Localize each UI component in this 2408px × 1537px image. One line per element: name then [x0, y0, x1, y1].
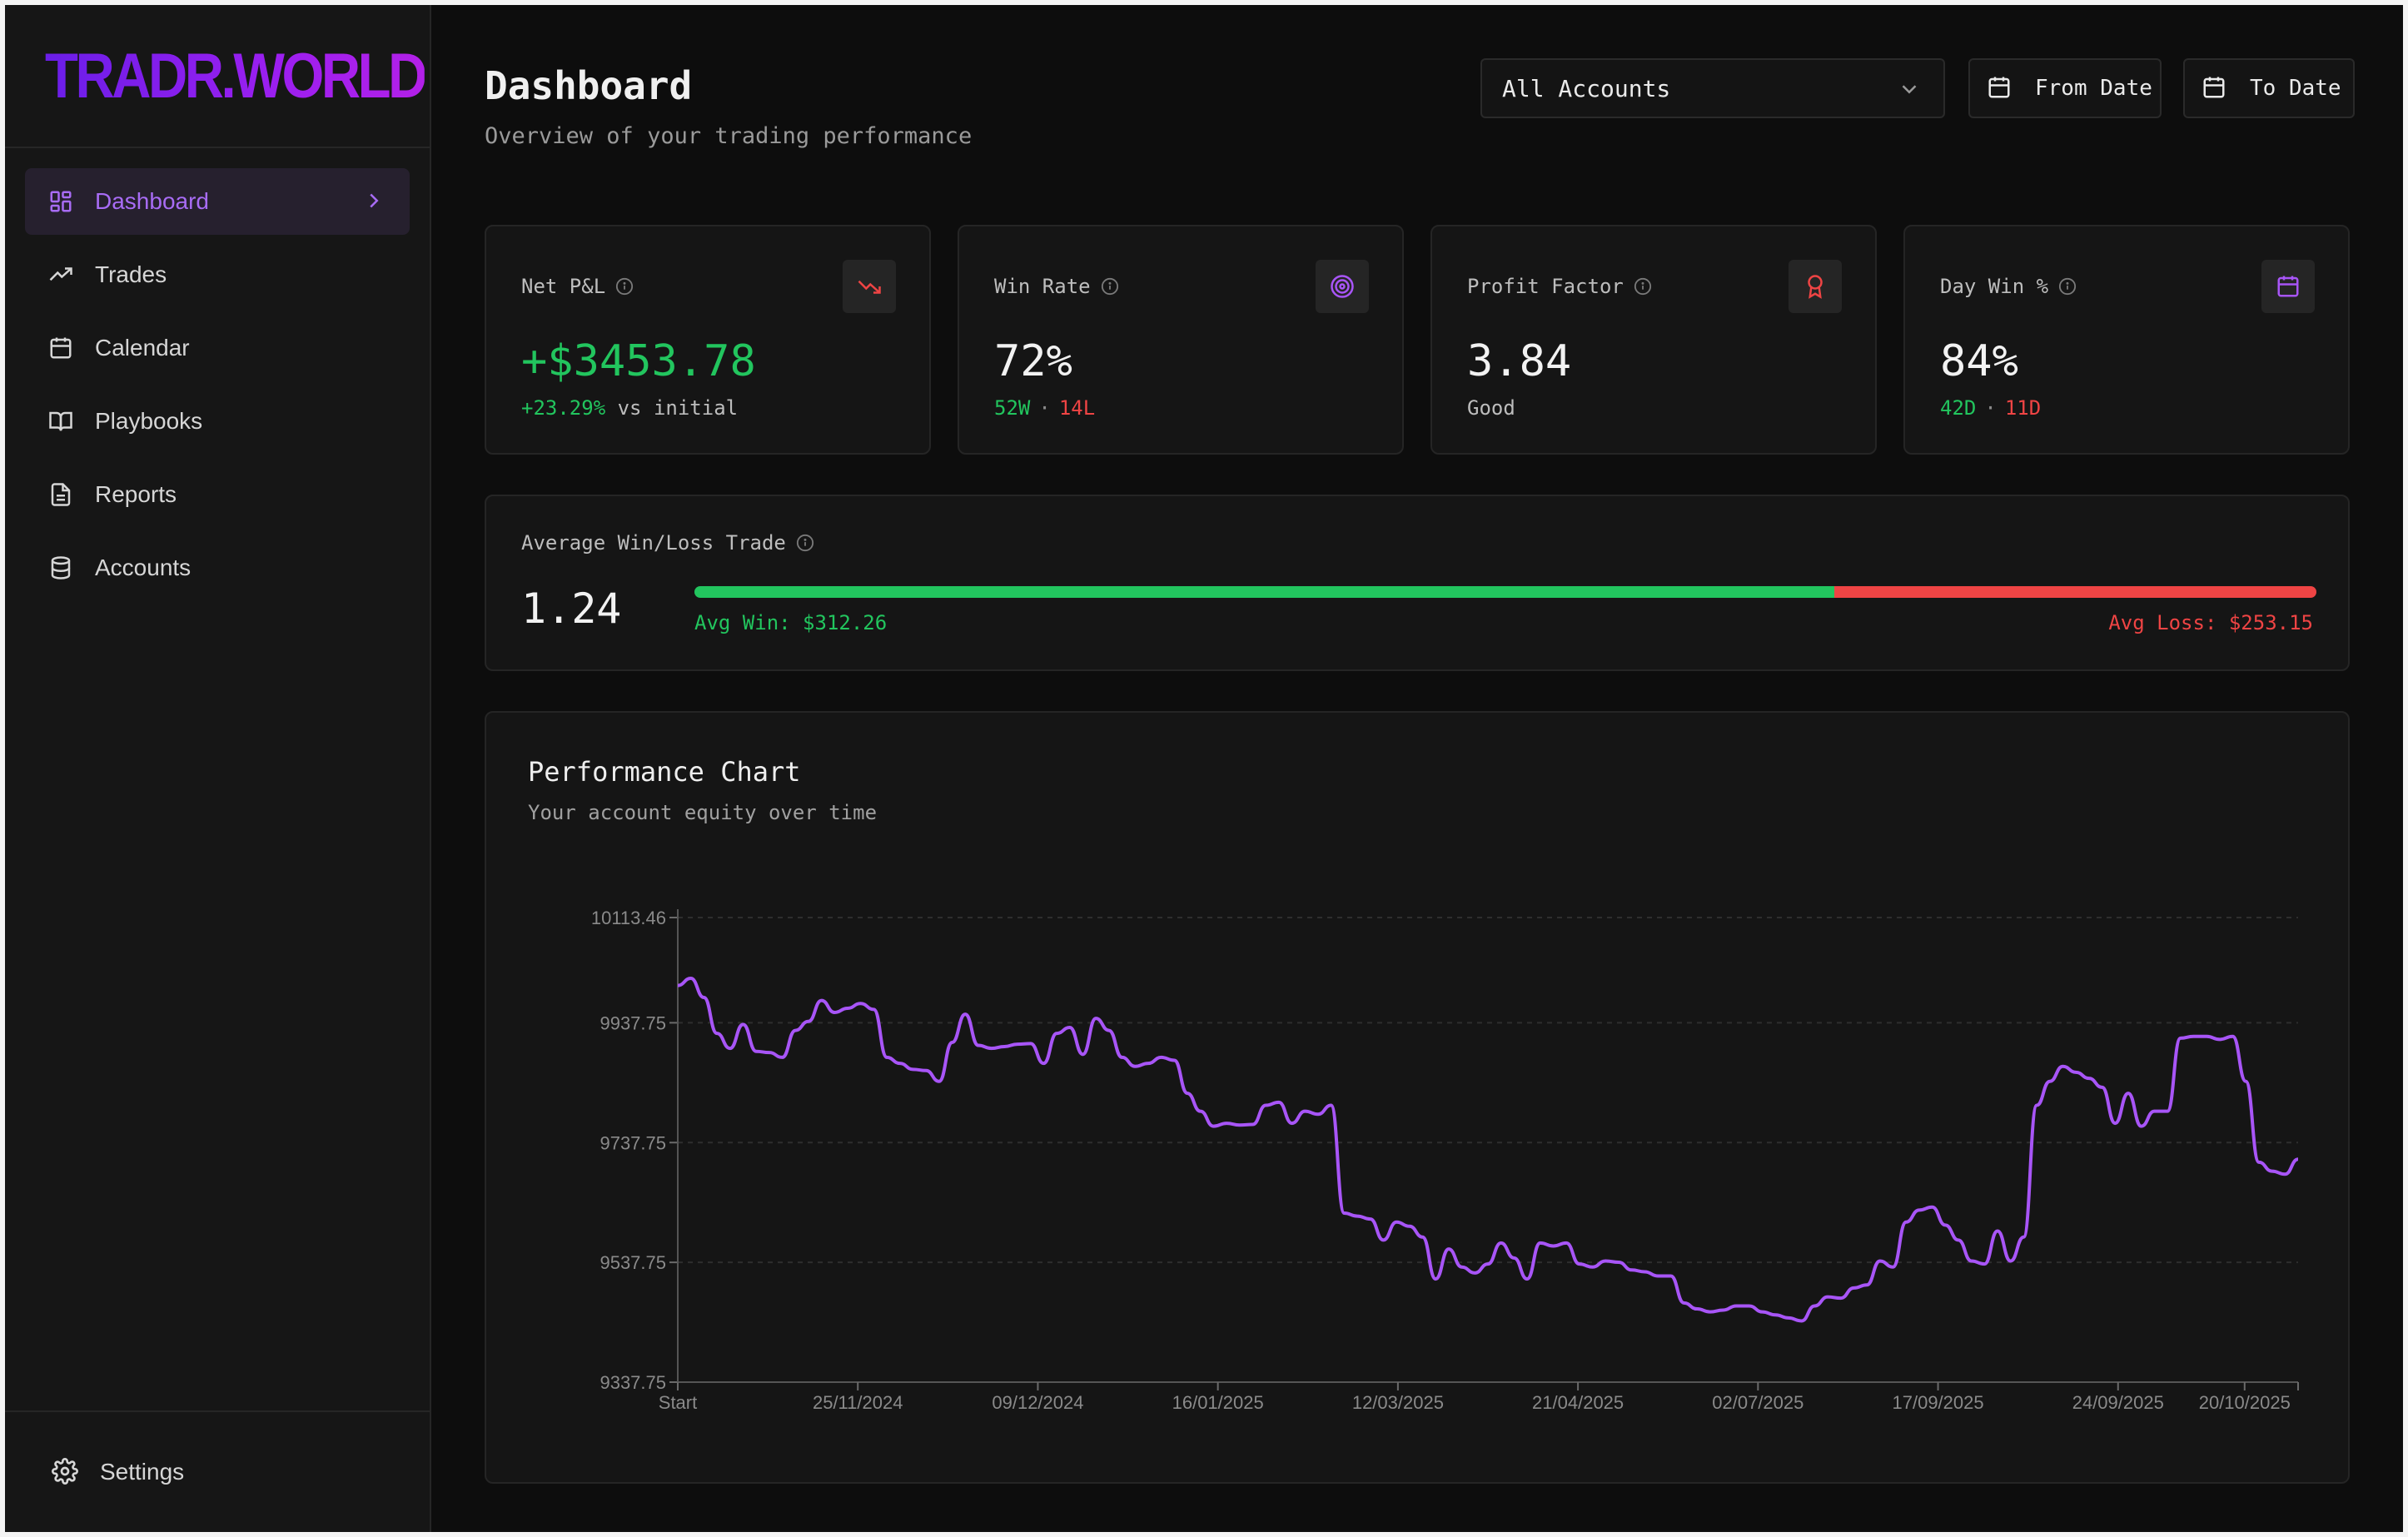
y-tick-label: 9337.75: [600, 1372, 666, 1393]
from-date-label: From Date: [2035, 76, 2152, 101]
x-tick-label: 02/07/2025: [1712, 1392, 1804, 1413]
day-win-breakdown: 42D · 11D: [1940, 396, 2042, 420]
sidebar-item-label: Calendar: [95, 335, 190, 361]
net-pnl-change-suffix: vs initial: [617, 396, 739, 420]
main-content: Dashboard Overview of your trading perfo…: [431, 5, 2403, 1532]
profit-factor-card: Profit Factor 3.84 Good: [1430, 225, 1877, 455]
sidebar-item-accounts[interactable]: Accounts: [25, 535, 410, 601]
sidebar-item-calendar[interactable]: Calendar: [25, 315, 410, 381]
sidebar-item-label: Playbooks: [95, 408, 203, 434]
y-tick-label: 10113.46: [591, 908, 666, 928]
chart-subtitle: Your account equity over time: [528, 801, 878, 824]
sidebar-item-label: Dashboard: [95, 188, 209, 214]
account-select-value: All Accounts: [1502, 74, 1671, 102]
avg-win-loss-label: Average Win/Loss Trade: [521, 531, 786, 555]
x-tick-label: 21/04/2025: [1532, 1392, 1624, 1413]
net-pnl-label: Net P&L: [521, 275, 606, 298]
x-tick-label: 25/11/2024: [813, 1392, 903, 1413]
sidebar-item-playbooks[interactable]: Playbooks: [25, 388, 410, 455]
win-rate-breakdown: 52W · 14L: [994, 396, 1096, 420]
from-date-button[interactable]: From Date: [1968, 58, 2162, 118]
page-subtitle: Overview of your trading performance: [485, 123, 973, 149]
calendar-icon: [47, 334, 75, 362]
x-tick-label: 12/03/2025: [1352, 1392, 1444, 1413]
sidebar-item-dashboard[interactable]: Dashboard: [25, 168, 410, 235]
info-icon[interactable]: [796, 534, 814, 552]
calendar-icon: [1987, 75, 2013, 102]
account-select[interactable]: All Accounts: [1480, 58, 1945, 118]
trending-up-icon: [47, 261, 75, 289]
chevron-down-icon: [1897, 77, 1922, 102]
net-pnl-card: Net P&L +$3453.78 +23.29% vs initial: [485, 225, 931, 455]
x-tick-label: 16/01/2025: [1172, 1392, 1264, 1413]
trending-down-icon: [843, 260, 896, 313]
y-tick-label: 9737.75: [600, 1132, 666, 1153]
win-loss-bar: [694, 586, 2316, 598]
avg-win-label: Avg Win: $312.26: [694, 611, 888, 634]
y-tick-label: 9537.75: [600, 1252, 666, 1273]
sidebar: TRADR.WORLD Dashboard Trades: [5, 5, 431, 1532]
profit-factor-rating: Good: [1467, 396, 1515, 420]
settings-label: Settings: [100, 1459, 185, 1485]
sidebar-item-label: Reports: [95, 481, 177, 507]
x-tick-label: 20/10/2025: [2199, 1392, 2291, 1413]
gear-icon: [52, 1458, 80, 1486]
chevron-right-icon: [361, 188, 386, 213]
profit-factor-label: Profit Factor: [1467, 275, 1624, 298]
info-icon[interactable]: [2058, 277, 2077, 296]
award-icon: [1789, 260, 1842, 313]
logo-area: TRADR.WORLD: [5, 5, 430, 148]
day-win-label: Day Win %: [1940, 275, 2049, 298]
to-date-label: To Date: [2250, 76, 2341, 101]
win-rate-card: Win Rate 72% 52W · 14L: [958, 225, 1404, 455]
calendar-icon: [2202, 75, 2228, 102]
settings-button[interactable]: Settings: [5, 1410, 430, 1532]
dashboard-icon: [47, 187, 75, 216]
sidebar-item-trades[interactable]: Trades: [25, 241, 410, 308]
avg-win-loss-ratio: 1.24: [521, 584, 622, 633]
day-win-value: 84%: [1940, 336, 2018, 386]
performance-chart-card: Performance Chart Your account equity ov…: [485, 711, 2350, 1484]
avg-win-loss-card: Average Win/Loss Trade 1.24 Avg Win: $31…: [485, 495, 2350, 671]
win-days-count: 42D: [1940, 396, 1977, 420]
to-date-button[interactable]: To Date: [2183, 58, 2355, 118]
loss-days-count: 11D: [2004, 396, 2042, 420]
book-open-icon: [47, 407, 75, 435]
sidebar-item-reports[interactable]: Reports: [25, 461, 410, 528]
info-icon[interactable]: [1101, 277, 1119, 296]
win-segment: [694, 586, 1835, 598]
brand-logo[interactable]: TRADR.WORLD: [45, 40, 427, 112]
loss-segment: [1834, 586, 2316, 598]
net-pnl-change: +23.29% vs initial: [521, 396, 738, 420]
day-win-card: Day Win % 84% 42D · 11D: [1903, 225, 2350, 455]
info-icon[interactable]: [1634, 277, 1652, 296]
net-pnl-change-percent: +23.29%: [521, 396, 606, 420]
win-rate-value: 72%: [994, 336, 1072, 386]
profit-factor-value: 3.84: [1467, 336, 1572, 386]
page-title: Dashboard: [485, 63, 693, 108]
win-rate-label: Win Rate: [994, 275, 1091, 298]
x-tick-label: 17/09/2025: [1893, 1392, 1984, 1413]
losses-count: 14L: [1058, 396, 1096, 420]
avg-loss-label: Avg Loss: $253.15: [2108, 611, 2313, 634]
sidebar-item-label: Accounts: [95, 555, 192, 580]
file-text-icon: [47, 480, 75, 509]
equity-line-chart[interactable]: 10113.46 9937.75 9737.75 9537.75 9337.75Star…: [486, 713, 2348, 1482]
calendar-icon: [2261, 260, 2315, 313]
target-icon: [1316, 260, 1369, 313]
info-icon[interactable]: [615, 277, 634, 296]
x-tick-label: Start: [659, 1392, 697, 1413]
x-tick-label: 24/09/2025: [2072, 1392, 2164, 1413]
y-tick-label: 9937.75: [600, 1012, 666, 1033]
database-icon: [47, 554, 75, 582]
wins-count: 52W: [994, 396, 1031, 420]
x-tick-label: 09/12/2024: [992, 1392, 1083, 1413]
net-pnl-value: +$3453.78: [521, 336, 756, 386]
app-window: TRADR.WORLD Dashboard Trades: [5, 5, 2403, 1532]
equity-line: [677, 976, 2299, 1323]
chart-title: Performance Chart: [528, 756, 801, 788]
sidebar-nav: Dashboard Trades Calendar: [5, 148, 430, 628]
sidebar-item-label: Trades: [95, 261, 167, 287]
